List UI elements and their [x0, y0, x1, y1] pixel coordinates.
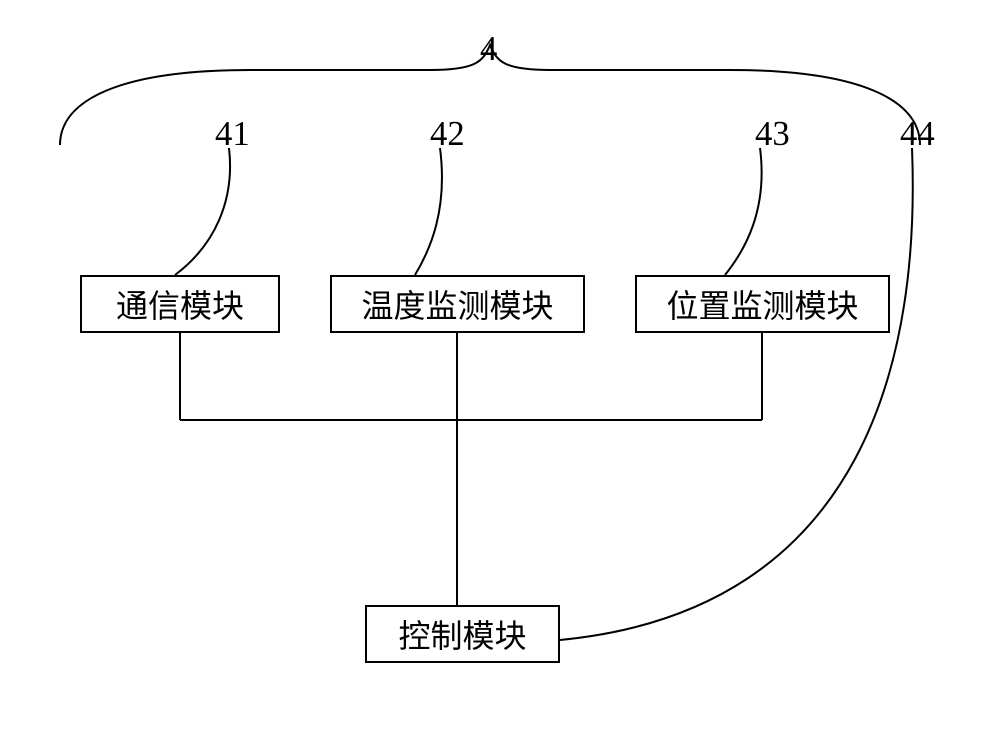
label-41: 41: [215, 115, 250, 154]
box-temp-label: 温度监测模块: [361, 281, 553, 327]
box-pos: 位置监测模块: [635, 275, 890, 333]
leader-43: [725, 148, 762, 275]
box-pos-label: 位置监测模块: [666, 281, 858, 327]
leader-44: [560, 148, 913, 640]
label-4: 4: [480, 30, 497, 69]
box-temp: 温度监测模块: [330, 275, 585, 333]
box-comm-label: 通信模块: [116, 281, 244, 327]
leader-42: [415, 148, 442, 275]
leader-41: [175, 148, 230, 275]
box-comm: 通信模块: [80, 275, 280, 333]
box-ctrl: 控制模块: [365, 605, 560, 663]
label-42: 42: [430, 115, 465, 154]
label-44: 44: [900, 115, 935, 154]
tree-connector: [180, 333, 762, 605]
block-diagram: 通信模块 温度监测模块 位置监测模块 控制模块 4 41 42 43 44: [0, 0, 1000, 744]
box-ctrl-label: 控制模块: [398, 611, 526, 657]
label-43: 43: [755, 115, 790, 154]
